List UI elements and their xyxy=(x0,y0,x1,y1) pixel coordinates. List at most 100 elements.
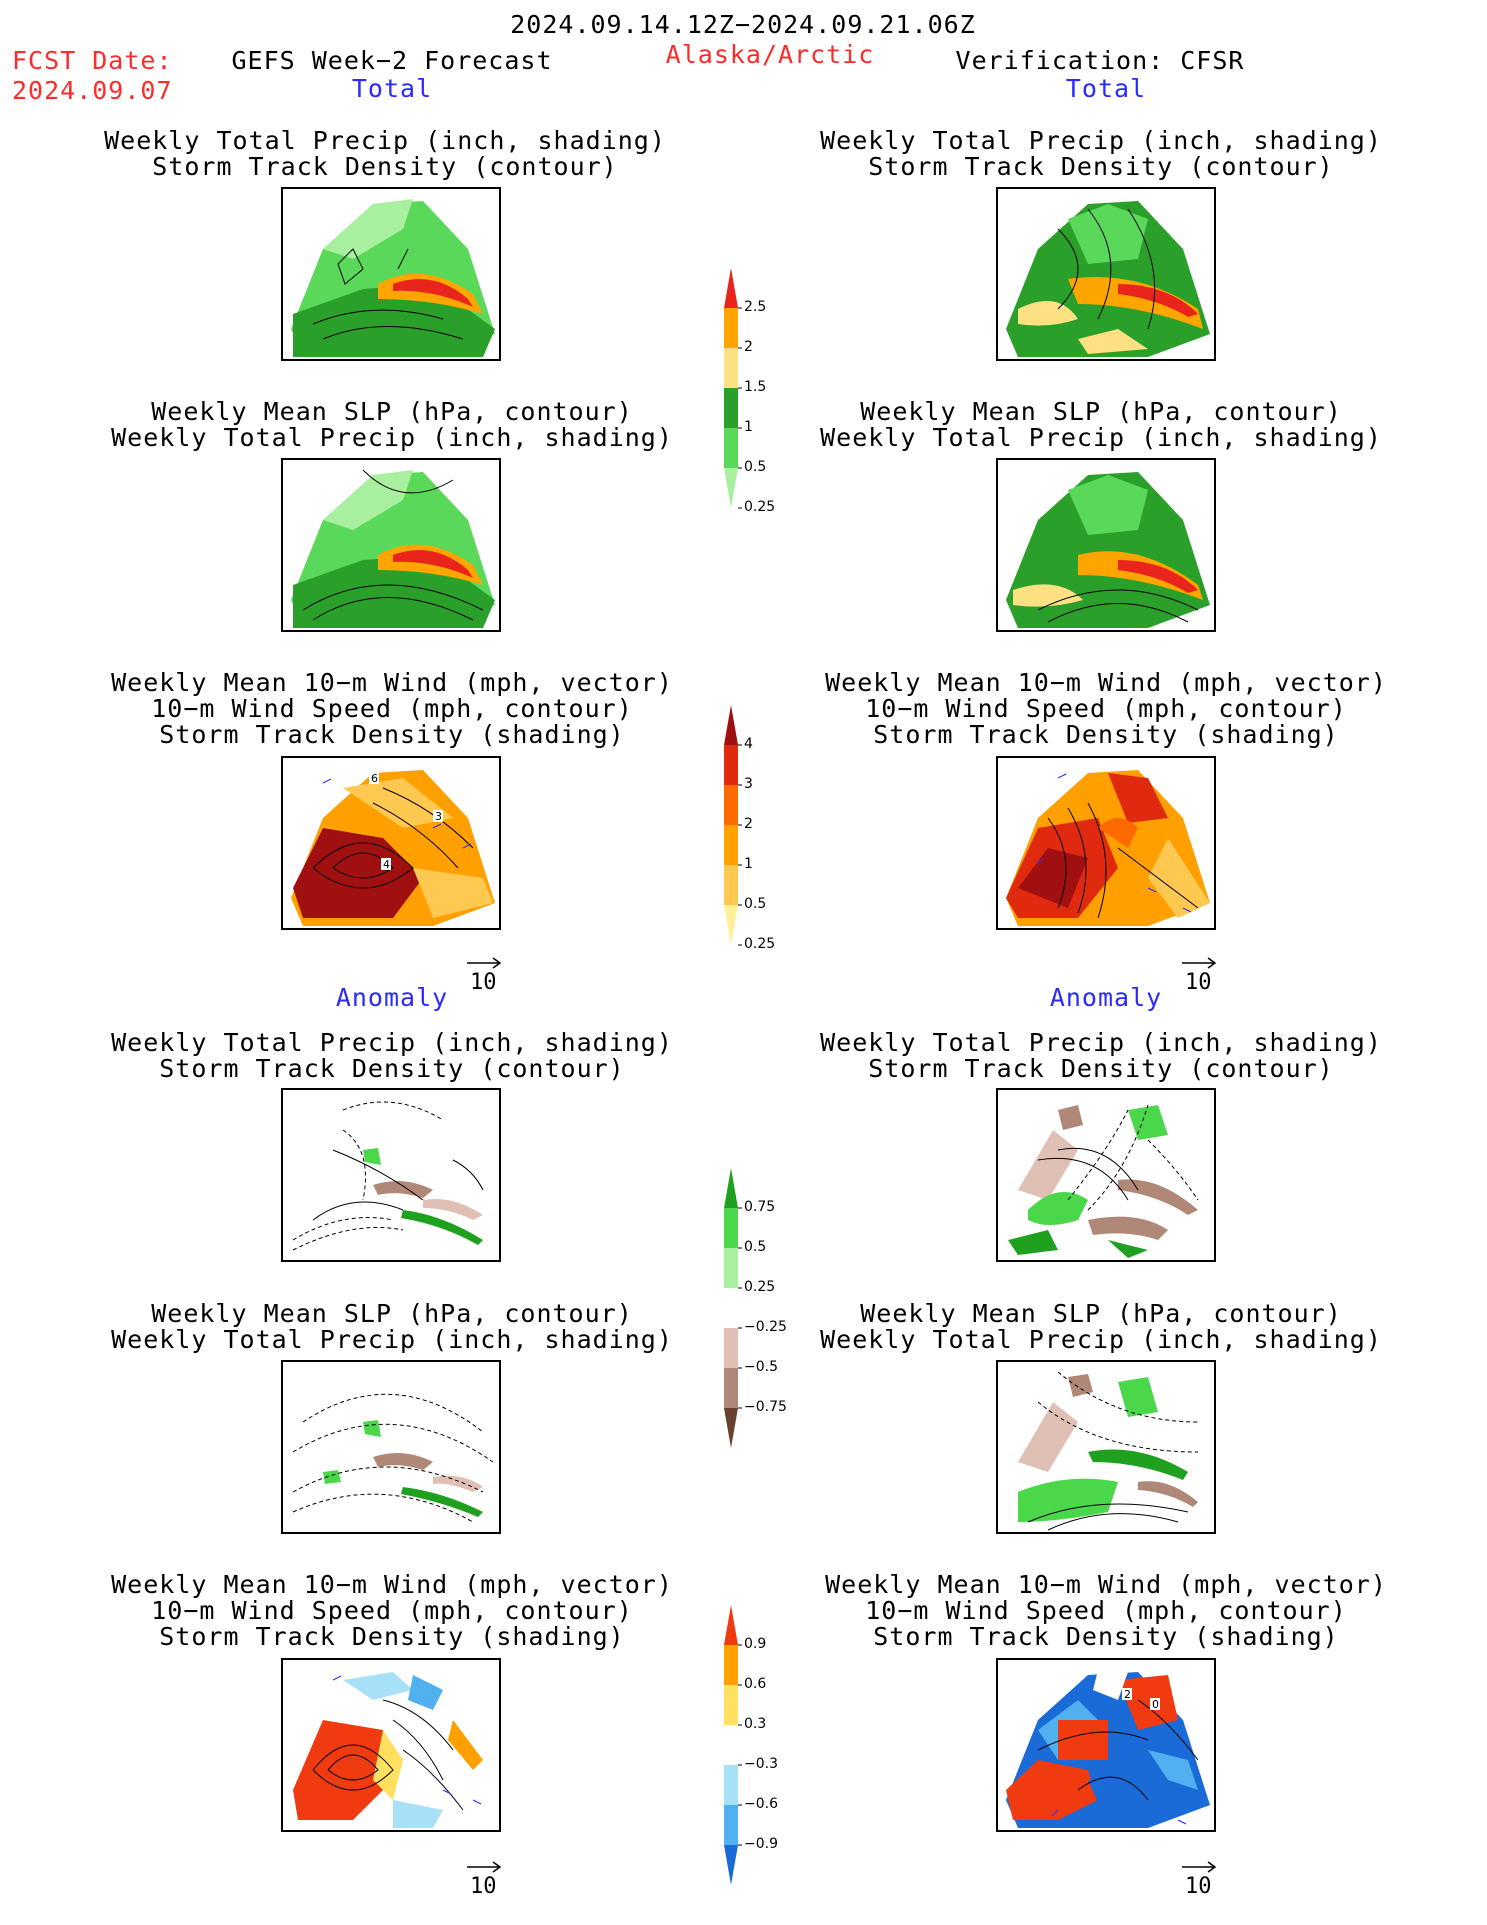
title-line-2: Weekly Total Precip (inch, shading) xyxy=(111,423,673,452)
valid-period: 2024.09.14.12Z−2024.09.21.06Z xyxy=(510,10,976,39)
colorbar-tick-label: −0.75 xyxy=(744,1399,787,1415)
title-line-1: Weekly Mean SLP (hPa, contour) xyxy=(151,397,633,426)
colorbar-tick-label: 0.5 xyxy=(744,459,767,475)
colorbar-top-triangle xyxy=(724,1168,738,1208)
vector-reference-label: 10 xyxy=(470,970,497,995)
title-line-1: Weekly Total Precip (inch, shading) xyxy=(820,126,1382,155)
map-total-precip-storm-cfsr xyxy=(996,187,1216,361)
wind-contour-label: 0 xyxy=(1152,1698,1159,1711)
map-total-slp-precip-cfsr xyxy=(996,458,1216,632)
colorbar-tick-label: 0.25 xyxy=(744,936,776,952)
map-total-wind-cfsr xyxy=(996,756,1216,930)
map-anom-precip-storm-gefs xyxy=(281,1088,501,1262)
map-total-wind-gefs: 6 3 4 xyxy=(281,756,501,930)
colorbar-tick-label: −0.25 xyxy=(744,1319,787,1335)
colorbar-segment xyxy=(724,865,738,905)
colorbar-tick-label: 3 xyxy=(744,776,753,792)
panel-title-precip-storm-right: Weekly Total Precip (inch, shading) Stor… xyxy=(820,128,1382,180)
map-total-slp-precip-gefs xyxy=(281,458,501,632)
colorbar-tick-label: 4 xyxy=(744,736,753,752)
title-line-2: 10−m Wind Speed (mph, contour) xyxy=(151,694,633,723)
map-anom-wind-cfsr: 2 0 xyxy=(996,1658,1216,1832)
region-title: Alaska/Arctic xyxy=(665,40,875,69)
colorbar-segment xyxy=(724,388,738,428)
colorbar-tick-label: 1 xyxy=(744,856,753,872)
colorbar-storm-total: 4 3 2 1 0.5 0.25 xyxy=(718,705,818,995)
title-line-2: 10−m Wind Speed (mph, contour) xyxy=(151,1596,633,1625)
colorbar-precip-total: 2.5 2 1.5 1 0.5 0.25 xyxy=(718,268,818,558)
colorbar-top-triangle xyxy=(724,268,738,308)
title-line-1: Weekly Mean 10−m Wind (mph, vector) xyxy=(825,668,1387,697)
colorbar-top-triangle xyxy=(724,1605,738,1645)
panel-title-precip-storm-anom-right: Weekly Total Precip (inch, shading) Stor… xyxy=(820,1030,1382,1082)
panel-title-slp-precip-anom-left: Weekly Mean SLP (hPa, contour) Weekly To… xyxy=(111,1301,673,1353)
colorbar-segment xyxy=(724,348,738,388)
colorbar-segment xyxy=(724,1725,738,1765)
colorbar-svg xyxy=(724,268,742,509)
panel-title-slp-precip-left: Weekly Mean SLP (hPa, contour) Weekly To… xyxy=(111,399,673,451)
colorbar-svg xyxy=(724,705,742,946)
colorbar-top-triangle xyxy=(724,705,738,745)
vector-reference-right-anom: 10 xyxy=(1180,1860,1220,1904)
colorbar-bottom-triangle xyxy=(724,905,738,945)
colorbar-segment xyxy=(724,1288,738,1328)
title-line-1: Weekly Mean SLP (hPa, contour) xyxy=(860,1299,1342,1328)
colorbar-bottom-triangle xyxy=(724,468,738,508)
section-total-right: Total xyxy=(1065,74,1147,103)
panel-title-slp-precip-anom-right: Weekly Mean SLP (hPa, contour) Weekly To… xyxy=(820,1301,1382,1353)
product-title: GEFS Week−2 Forecast xyxy=(231,46,553,75)
colorbar-tick-label: 0.5 xyxy=(744,1239,767,1255)
map-anom-slp-precip-cfsr xyxy=(996,1360,1216,1534)
colorbar-segment xyxy=(724,1765,738,1805)
title-line-1: Weekly Mean 10−m Wind (mph, vector) xyxy=(825,1570,1387,1599)
vector-reference-label: 10 xyxy=(1185,970,1212,995)
title-line-3: Storm Track Density (shading) xyxy=(873,720,1339,749)
colorbar-segment xyxy=(724,1248,738,1288)
colorbar-segment xyxy=(724,825,738,865)
colorbar-bottom-triangle xyxy=(724,1845,738,1885)
verification-title: Verification: CFSR xyxy=(955,46,1245,75)
colorbar-tick-label: 1 xyxy=(744,419,753,435)
title-line-2: Storm Track Density (contour) xyxy=(152,152,618,181)
colorbar-segment xyxy=(724,1685,738,1725)
fcst-date-label: FCST Date: xyxy=(12,46,173,75)
title-line-2: Weekly Total Precip (inch, shading) xyxy=(111,1325,673,1354)
colorbar-tick-label: 1.5 xyxy=(744,379,767,395)
colorbar-svg xyxy=(724,1605,742,1885)
colorbar-segment xyxy=(724,1328,738,1368)
panel-title-wind-right: Weekly Mean 10−m Wind (mph, vector) 10−m… xyxy=(825,670,1387,748)
vector-reference-label: 10 xyxy=(470,1874,497,1899)
panel-title-wind-anom-left: Weekly Mean 10−m Wind (mph, vector) 10−m… xyxy=(111,1572,673,1650)
colorbar-tick-label: 2.5 xyxy=(744,299,767,315)
colorbar-bottom-triangle xyxy=(724,1408,738,1448)
wind-contour-label: 6 xyxy=(371,772,378,785)
colorbar-segment xyxy=(724,745,738,785)
colorbar-tick-label: −0.6 xyxy=(744,1796,778,1812)
colorbar-tick-label: 0.25 xyxy=(744,1279,776,1295)
colorbar-tick-label: 0.6 xyxy=(744,1676,767,1692)
title-line-2: Weekly Total Precip (inch, shading) xyxy=(820,1325,1382,1354)
colorbar-tick-label: 0.25 xyxy=(744,499,776,515)
fcst-date: 2024.09.07 xyxy=(12,76,173,105)
colorbar-tick-label: −0.9 xyxy=(744,1836,778,1852)
title-line-1: Weekly Mean SLP (hPa, contour) xyxy=(151,1299,633,1328)
title-line-2: 10−m Wind Speed (mph, contour) xyxy=(865,1596,1347,1625)
section-anomaly-left: Anomaly xyxy=(335,983,449,1012)
title-line-1: Weekly Mean 10−m Wind (mph, vector) xyxy=(111,668,673,697)
panel-title-precip-storm-left: Weekly Total Precip (inch, shading) Stor… xyxy=(104,128,666,180)
colorbar-svg xyxy=(724,1168,742,1448)
colorbar-tick-label: 2 xyxy=(744,339,753,355)
title-line-2: Storm Track Density (contour) xyxy=(159,1054,625,1083)
panel-title-wind-left: Weekly Mean 10−m Wind (mph, vector) 10−m… xyxy=(111,670,673,748)
colorbar-tick-label: 0.3 xyxy=(744,1716,767,1732)
wind-contour-label: 3 xyxy=(435,810,442,823)
vector-reference-left-total: 10 xyxy=(465,956,505,1000)
vector-reference-right-total: 10 xyxy=(1180,956,1220,1000)
map-anom-wind-gefs xyxy=(281,1658,501,1832)
section-anomaly-right: Anomaly xyxy=(1049,983,1163,1012)
colorbar-storm-anom: 0.9 0.6 0.3 −0.3 −0.6 −0.9 xyxy=(718,1605,818,1895)
colorbar-tick-label: 0.9 xyxy=(744,1636,767,1652)
colorbar-segment xyxy=(724,1368,738,1408)
wind-contour-label: 2 xyxy=(1124,1688,1131,1701)
title-line-1: Weekly Total Precip (inch, shading) xyxy=(111,1028,673,1057)
